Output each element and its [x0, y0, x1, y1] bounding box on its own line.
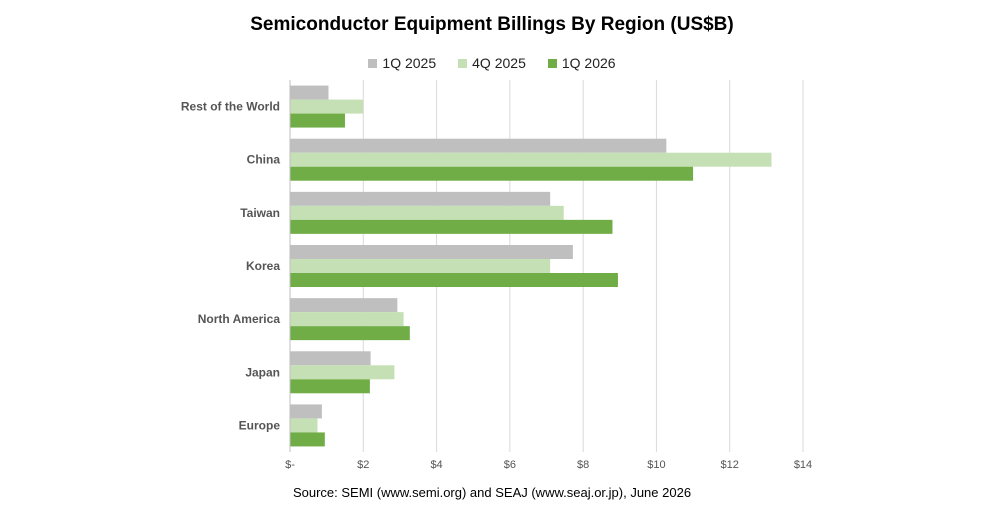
- source-note: Source: SEMI (www.semi.org) and SEAJ (ww…: [292, 485, 692, 500]
- legend: 1Q 2025 4Q 2025 1Q 2026: [0, 55, 984, 71]
- category-label: China: [247, 153, 281, 167]
- category-label: Korea: [246, 259, 280, 273]
- legend-item: 4Q 2025: [458, 55, 526, 71]
- x-tick-label: $6: [504, 459, 516, 471]
- bar: [290, 379, 370, 394]
- bar: [290, 191, 551, 206]
- legend-swatch: [368, 58, 378, 68]
- chart-title: Semiconductor Equipment Billings By Regi…: [250, 14, 734, 35]
- bar: [290, 219, 613, 234]
- category-label: Taiwan: [240, 206, 280, 220]
- bar: [290, 166, 694, 181]
- legend-swatch: [458, 58, 468, 68]
- bar: [290, 205, 564, 220]
- category-label: Europe: [239, 418, 281, 432]
- category-label: Rest of the World: [181, 100, 280, 114]
- bar: [290, 138, 667, 153]
- bar: [290, 404, 322, 419]
- bar: [290, 351, 371, 366]
- legend-swatch: [547, 58, 557, 68]
- bar: [290, 312, 404, 327]
- category-label: North America: [198, 312, 281, 326]
- x-tick-label: $2: [357, 459, 369, 471]
- bar: [290, 273, 618, 287]
- x-tick-label: $14: [794, 459, 812, 471]
- x-tick-label: $4: [430, 459, 442, 471]
- bar: [290, 245, 573, 259]
- bar: [290, 418, 318, 433]
- legend-item: 1Q 2026: [547, 55, 616, 71]
- legend-item: 1Q 2025: [368, 55, 436, 71]
- bar: [290, 326, 410, 341]
- category-label: Japan: [245, 365, 280, 379]
- bar: [290, 259, 551, 273]
- legend-label: 1Q 2026: [561, 55, 616, 71]
- bar: [290, 85, 329, 100]
- x-tick-label: $8: [577, 459, 589, 471]
- legend-label: 4Q 2025: [472, 55, 526, 71]
- bar: [290, 152, 772, 167]
- x-tick-label: $12: [721, 459, 739, 471]
- bar: [290, 298, 398, 313]
- bar: [290, 99, 364, 114]
- bar: [290, 113, 345, 128]
- legend-label: 1Q 2025: [382, 55, 437, 71]
- bar: [290, 432, 325, 447]
- bar: [290, 365, 395, 380]
- x-tick-label: $-: [285, 459, 295, 471]
- x-tick-label: $10: [647, 459, 665, 471]
